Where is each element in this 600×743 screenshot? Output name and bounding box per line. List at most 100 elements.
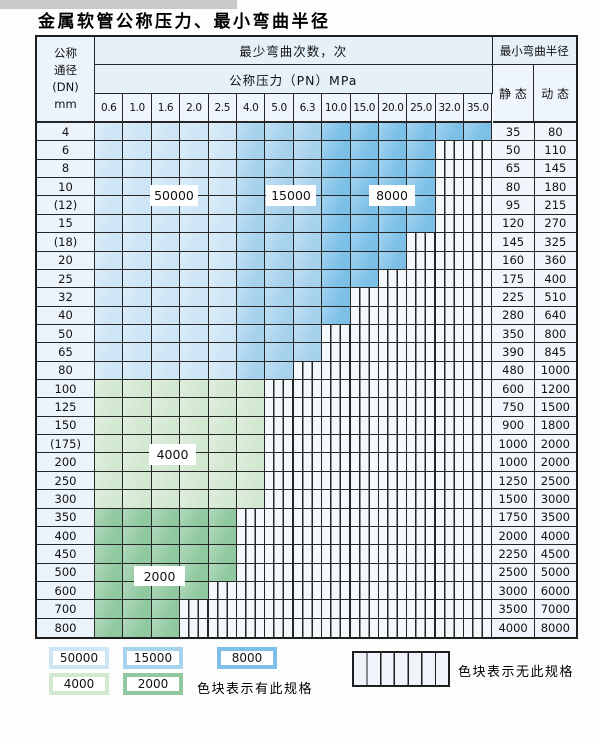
spec-available-cell (95, 435, 124, 454)
spec-available-cell (123, 159, 152, 179)
spec-available-cell (151, 269, 181, 289)
spec-unavailable-cell (180, 618, 209, 638)
spec-available-cell (236, 269, 266, 289)
dn-label: 6 (37, 141, 95, 160)
spec-available-cell (293, 306, 323, 325)
spec-available-cell (208, 545, 237, 564)
spec-available-cell (123, 471, 152, 491)
spec-available-cell (236, 178, 266, 197)
spec-unavailable-cell (350, 380, 379, 399)
spec-available-cell (236, 490, 266, 509)
dynamic-radius-value: 80 (534, 123, 576, 142)
spec-unavailable-cell (435, 324, 465, 344)
spec-unavailable-cell (378, 361, 408, 381)
spec-available-cell (151, 324, 181, 344)
static-radius-value: 225 (492, 288, 535, 307)
pressure-column-header: 20.0 (378, 94, 408, 123)
table-row: 32 225 510 (37, 288, 576, 307)
spec-unavailable-cell (464, 251, 493, 270)
spec-available-cell (236, 214, 266, 234)
spec-unavailable-cell (407, 380, 436, 399)
spec-available-cell (208, 416, 237, 436)
spec-available-cell (151, 141, 181, 160)
spec-available-cell (180, 269, 209, 289)
spec-available-cell (95, 343, 124, 362)
spec-available-cell (95, 600, 124, 619)
dn-header-line: (DN) (52, 80, 79, 94)
spec-available-cell (293, 288, 323, 307)
spec-unavailable-cell (322, 398, 351, 417)
static-radius-value: 80 (492, 178, 535, 197)
cycle-count-label: 15000 (266, 185, 316, 206)
spec-unavailable-cell (236, 581, 266, 601)
spec-unavailable-cell (293, 563, 323, 582)
spec-available-cell (236, 435, 266, 454)
spec-available-cell (236, 159, 266, 179)
dynamic-radius-value: 360 (534, 251, 576, 270)
spec-unavailable-cell (350, 416, 379, 436)
dynamic-radius-value: 215 (534, 196, 576, 215)
spec-unavailable-cell (322, 563, 351, 582)
spec-unavailable-cell (265, 471, 294, 491)
spec-available-cell (236, 306, 266, 325)
spec-available-cell (322, 214, 351, 234)
spec-unavailable-cell (293, 526, 323, 546)
spec-unavailable-cell (407, 361, 436, 381)
spec-unavailable-cell (407, 453, 436, 472)
spec-unavailable-cell (378, 453, 408, 472)
dynamic-radius-value: 2500 (534, 471, 576, 491)
spec-available-cell (95, 581, 124, 601)
dn-label: (18) (37, 233, 95, 252)
spec-unavailable-cell (435, 233, 465, 252)
spec-unavailable-cell (350, 618, 379, 638)
dynamic-radius-value: 2000 (534, 453, 576, 472)
table-row: 6 50 110 (37, 141, 576, 160)
spec-available-cell (322, 159, 351, 179)
spec-unavailable-cell (293, 398, 323, 417)
legend-swatch: 50000 (49, 647, 109, 669)
spec-available-cell (293, 233, 323, 252)
dynamic-radius-value: 4000 (534, 526, 576, 546)
spec-unavailable-cell (407, 324, 436, 344)
table-row: (175) 1000 2000 (37, 435, 576, 454)
spec-available-cell (293, 343, 323, 362)
spec-unavailable-cell (435, 563, 465, 582)
spec-unavailable-cell (464, 141, 493, 160)
dn-label: 400 (37, 526, 95, 546)
spec-available-cell (265, 288, 294, 307)
spec-unavailable-cell (407, 269, 436, 289)
spec-available-cell (265, 251, 294, 270)
dn-label: 50 (37, 324, 95, 344)
dn-header-line: 公称 (54, 46, 77, 60)
spec-unavailable-cell (322, 545, 351, 564)
dn-label: 350 (37, 508, 95, 527)
spec-unavailable-cell (464, 159, 493, 179)
spec-available-cell (265, 141, 294, 160)
spec-unavailable-cell (350, 600, 379, 619)
dynamic-radius-value: 325 (534, 233, 576, 252)
spec-available-cell (378, 233, 408, 252)
spec-available-cell (95, 233, 124, 252)
dn-label: 10 (37, 178, 95, 197)
legend-has-spec-text: 色块表示有此规格 (197, 682, 314, 697)
dynamic-radius-value: 145 (534, 159, 576, 179)
spec-available-cell (95, 545, 124, 564)
static-radius-value: 3000 (492, 581, 535, 601)
spec-available-cell (464, 123, 493, 142)
spec-unavailable-cell (435, 343, 465, 362)
dn-label: 150 (37, 416, 95, 436)
spec-available-cell (151, 214, 181, 234)
table-row: 350 1750 3500 (37, 508, 576, 527)
spec-available-cell (95, 324, 124, 344)
spec-unavailable-cell (293, 490, 323, 509)
table-row: 250 1250 2500 (37, 471, 576, 491)
spec-available-cell (208, 343, 237, 362)
spec-unavailable-cell (464, 398, 493, 417)
table-row: 400 2000 4000 (37, 526, 576, 546)
spec-available-cell (95, 288, 124, 307)
dynamic-radius-value: 7000 (534, 600, 576, 619)
spec-available-cell (95, 251, 124, 270)
dn-label: 8 (37, 159, 95, 179)
dn-label: 4 (37, 123, 95, 142)
spec-unavailable-cell (378, 288, 408, 307)
